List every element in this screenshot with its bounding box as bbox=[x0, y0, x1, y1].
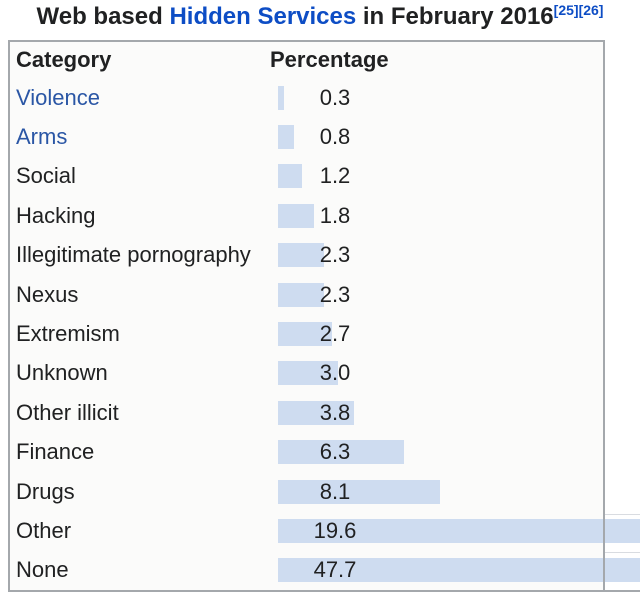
hidden-services-table: Category Percentage Violence 0.3 Arms 0.… bbox=[8, 40, 640, 592]
table-row: Extremism 2.7 bbox=[10, 314, 603, 353]
percentage-bar bbox=[278, 518, 640, 543]
table-row: Other illicit 3.8 bbox=[10, 393, 603, 432]
table-rows: Violence 0.3 Arms 0.8 Social 1.2 Hacking… bbox=[10, 78, 640, 590]
table-bottom-border-extension bbox=[605, 590, 640, 592]
percentage-value: 8.1 bbox=[319, 478, 351, 504]
percentage-value: 1.8 bbox=[319, 202, 351, 228]
reference-link-25[interactable]: [25] bbox=[553, 2, 579, 18]
column-header-percentage: Percentage bbox=[270, 47, 389, 72]
row-separator-none bbox=[605, 552, 640, 553]
percentage-bar bbox=[278, 85, 284, 110]
row-label: Drugs bbox=[16, 478, 75, 504]
reference-superscripts: [25][26] bbox=[554, 2, 604, 18]
table-caption: Web based Hidden Services in February 20… bbox=[0, 0, 640, 38]
percentage-bar bbox=[278, 400, 354, 425]
row-label-link[interactable]: Violence bbox=[16, 84, 100, 110]
percentage-value: 3.0 bbox=[319, 360, 351, 386]
percentage-bar bbox=[278, 361, 338, 386]
table-row: Violence 0.3 bbox=[10, 78, 603, 117]
percentage-bar bbox=[278, 282, 324, 307]
table-row: Social 1.2 bbox=[10, 157, 603, 196]
table-row: Hacking 1.8 bbox=[10, 196, 603, 235]
percentage-value: 0.3 bbox=[319, 84, 351, 110]
row-label: Other illicit bbox=[16, 399, 119, 425]
table-row: Drugs 8.1 bbox=[10, 472, 603, 511]
percentage-value: 0.8 bbox=[319, 124, 351, 150]
table-row: Other 19.6 bbox=[10, 511, 640, 550]
percentage-value: 2.7 bbox=[319, 321, 351, 347]
table-row: Finance 6.3 bbox=[10, 433, 603, 472]
row-label: Hacking bbox=[16, 202, 96, 228]
hidden-services-link[interactable]: Hidden Services bbox=[169, 3, 357, 30]
header-row: Category Percentage bbox=[10, 42, 603, 78]
row-separator-other bbox=[605, 514, 640, 515]
reference-link-26[interactable]: [26] bbox=[578, 2, 604, 18]
row-label: Nexus bbox=[16, 281, 79, 307]
column-header-category: Category bbox=[16, 47, 112, 72]
table-body: Category Percentage Violence 0.3 Arms 0.… bbox=[10, 42, 640, 590]
table-row: None 47.7 bbox=[10, 551, 640, 590]
row-label: Extremism bbox=[16, 321, 120, 347]
percentage-value: 6.3 bbox=[319, 439, 351, 465]
row-label: None bbox=[16, 557, 69, 583]
table-row: Nexus 2.3 bbox=[10, 275, 603, 314]
percentage-value: 3.8 bbox=[319, 399, 351, 425]
percentage-value: 2.3 bbox=[319, 242, 351, 268]
row-label: Finance bbox=[16, 439, 95, 465]
percentage-bar bbox=[278, 322, 332, 347]
percentage-value: 1.2 bbox=[319, 163, 351, 189]
percentage-bar bbox=[278, 440, 404, 465]
percentage-bar bbox=[278, 243, 324, 268]
percentage-bar bbox=[278, 203, 314, 228]
percentage-value: 2.3 bbox=[319, 281, 351, 307]
percentage-bar bbox=[278, 164, 302, 189]
percentage-bar bbox=[278, 558, 640, 583]
caption-text-prefix: Web based bbox=[36, 3, 170, 30]
row-label: Other bbox=[16, 517, 72, 543]
table-row: Illegitimate pornography 2.3 bbox=[10, 236, 603, 275]
percentage-bar bbox=[278, 125, 294, 150]
percentage-value: 19.6 bbox=[313, 517, 357, 543]
table-row: Arms 0.8 bbox=[10, 117, 603, 156]
percentage-value: 47.7 bbox=[313, 557, 357, 583]
table-row: Unknown 3.0 bbox=[10, 354, 603, 393]
row-label: Unknown bbox=[16, 360, 108, 386]
caption-text-suffix: in February 2016 bbox=[356, 3, 554, 30]
row-label: Social bbox=[16, 163, 76, 189]
row-label: Illegitimate pornography bbox=[16, 242, 251, 268]
row-label-link[interactable]: Arms bbox=[16, 124, 68, 150]
percentage-bar bbox=[278, 479, 440, 504]
